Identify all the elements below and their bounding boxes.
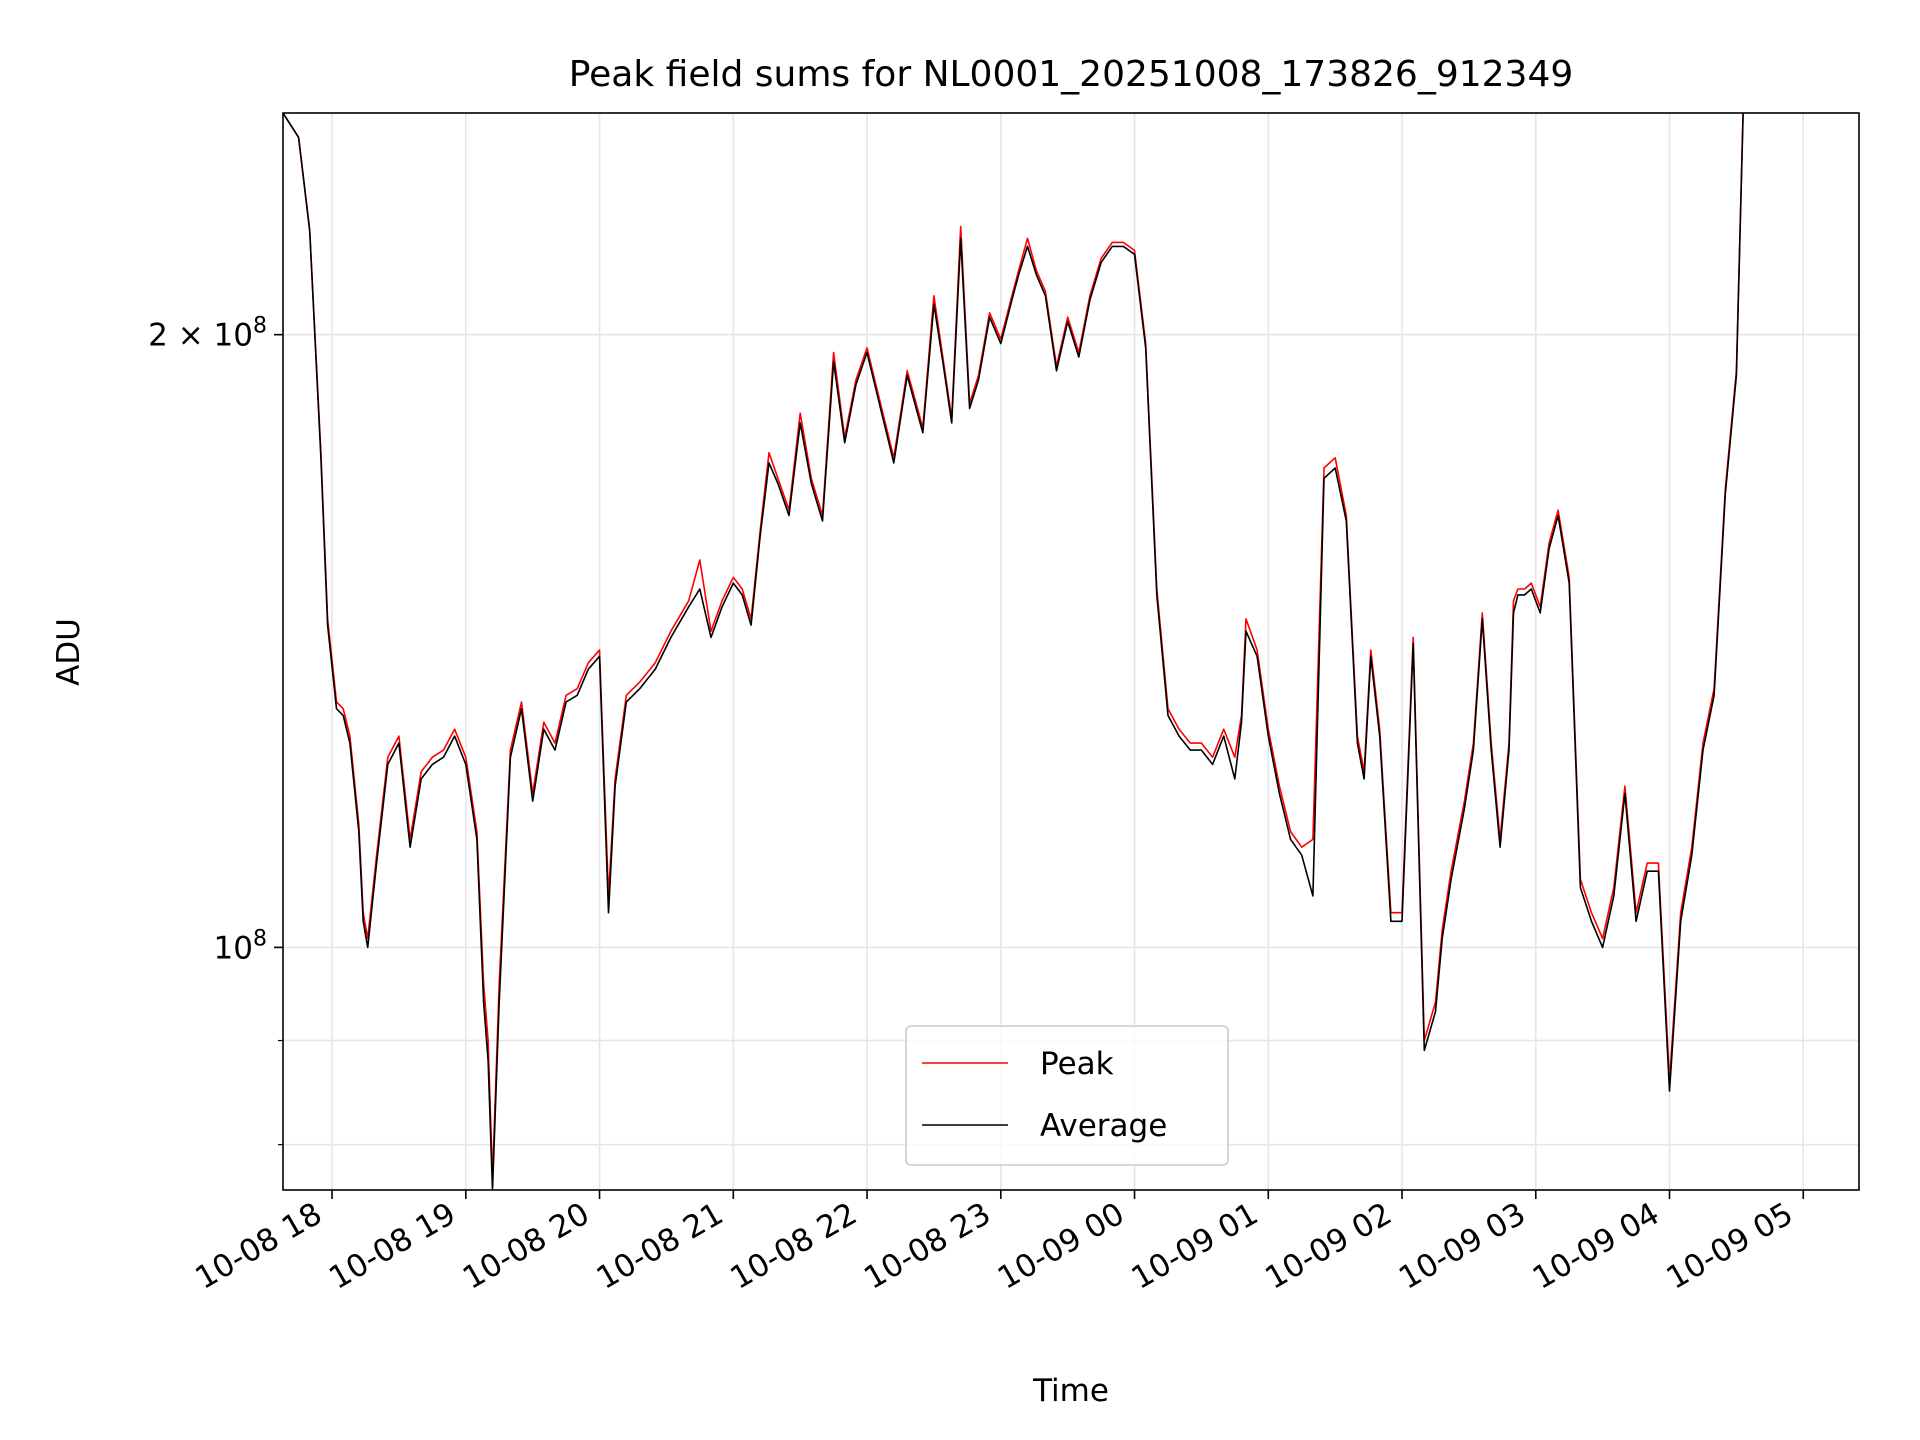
axes-frame	[282, 112, 1860, 1191]
chart-title: Peak field sums for NL0001_20251008_1738…	[569, 54, 1574, 95]
plot-lines	[283, 113, 1744, 1190]
legend-label-average: Average	[1040, 1108, 1167, 1144]
y-tick-label: 108	[214, 926, 267, 966]
y-tick-label: 2 × 108	[148, 314, 267, 354]
y-axis-label: ADU	[51, 618, 87, 686]
y-axis: 108 2 × 108	[148, 314, 283, 1146]
legend-label-peak: Peak	[1040, 1046, 1114, 1082]
legend-box	[905, 1025, 1229, 1166]
series-line-average	[283, 113, 1744, 1190]
legend: Peak Average	[905, 1025, 1229, 1166]
x-axis-label: Time	[1032, 1373, 1109, 1409]
